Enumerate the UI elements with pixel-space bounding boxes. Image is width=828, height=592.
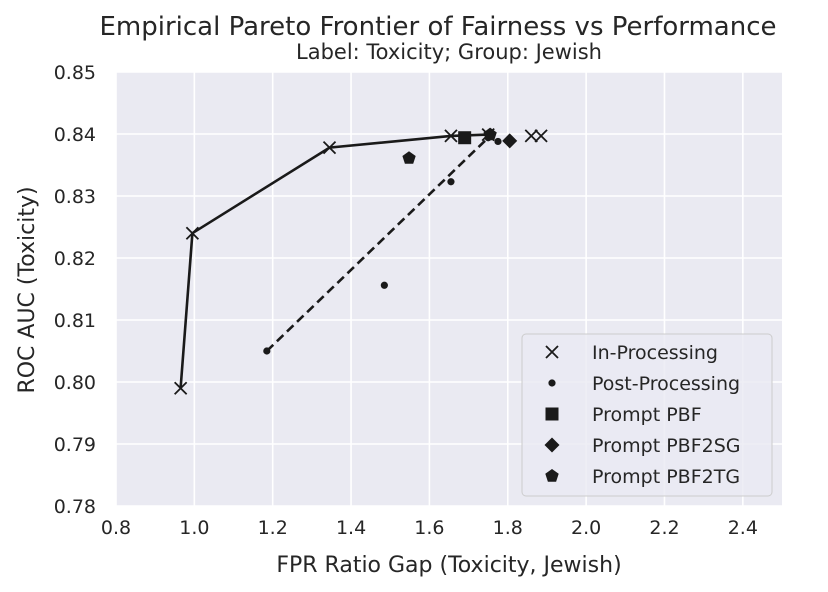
point-in-processing (185, 226, 200, 240)
legend-label: Prompt PBF (592, 404, 702, 426)
y-axis-label: ROC AUC (Toxicity) (15, 186, 40, 393)
point-post-processing (494, 137, 502, 146)
point-post-processing (447, 178, 455, 186)
x-axis-label: FPR Ratio Gap (Toxicity, Jewish) (276, 553, 621, 578)
x-tick-label: 1.0 (179, 517, 209, 539)
frontier-line (265, 136, 490, 352)
x-tick-label: 0.8 (101, 517, 131, 539)
legend-label: Post-Processing (592, 373, 740, 395)
point-in-processing (524, 129, 538, 143)
legend-label: Prompt PBF2TG (592, 466, 740, 488)
point-prompt-pbf (458, 131, 472, 145)
point-in-processing (444, 129, 458, 143)
y-tick-label: 0.83 (54, 186, 96, 208)
legend-marker-prompt-pbf (545, 407, 559, 421)
x-tick-label: 2.2 (649, 517, 679, 539)
legend-marker-post-processing (548, 379, 556, 387)
x-tick-label: 1.2 (258, 517, 288, 539)
legend-box (521, 333, 773, 497)
y-tick-label: 0.79 (54, 434, 96, 456)
point-prompt-pbf2sg (502, 133, 518, 149)
legend-marker-prompt-pbf2sg (544, 437, 560, 453)
point-prompt-pbf2tg (483, 127, 497, 141)
chart-title: Empirical Pareto Frontier of Fairness vs… (99, 12, 776, 42)
x-tick-label: 2.0 (571, 517, 601, 539)
y-tick-label: 0.80 (54, 372, 96, 394)
chart-subtitle: Label: Toxicity; Group: Jewish (296, 40, 602, 64)
y-tick-label: 0.82 (54, 248, 96, 270)
point-in-processing (174, 381, 188, 395)
legend-marker-in-processing (545, 345, 559, 359)
point-in-processing (534, 129, 548, 143)
tick-labels: 0.8 1.0 1.2 1.4 1.6 1.8 2.0 2.2 2.4 0.78 0.79 0.80 0… (54, 62, 758, 539)
y-tick-label: 0.85 (54, 62, 96, 84)
legend-label: In-Processing (592, 342, 718, 364)
data-points (174, 127, 548, 395)
point-prompt-pbf2tg (402, 151, 416, 164)
x-tick-label: 1.4 (336, 517, 366, 539)
point-post-processing (263, 347, 271, 355)
x-tick-label: 2.4 (728, 517, 758, 539)
legend: In-Processing Post-Processing Prompt PBF Pr… (521, 333, 773, 497)
legend-marker-prompt-pbf2tg (545, 469, 559, 482)
y-tick-label: 0.84 (54, 124, 96, 146)
legend-label: Prompt PBF2SG (592, 435, 741, 457)
y-tick-label: 0.81 (54, 310, 96, 332)
point-in-processing (322, 141, 337, 155)
point-post-processing (380, 281, 388, 289)
y-tick-label: 0.78 (54, 496, 96, 518)
x-tick-label: 1.6 (414, 517, 444, 539)
x-tick-label: 1.8 (493, 517, 523, 539)
